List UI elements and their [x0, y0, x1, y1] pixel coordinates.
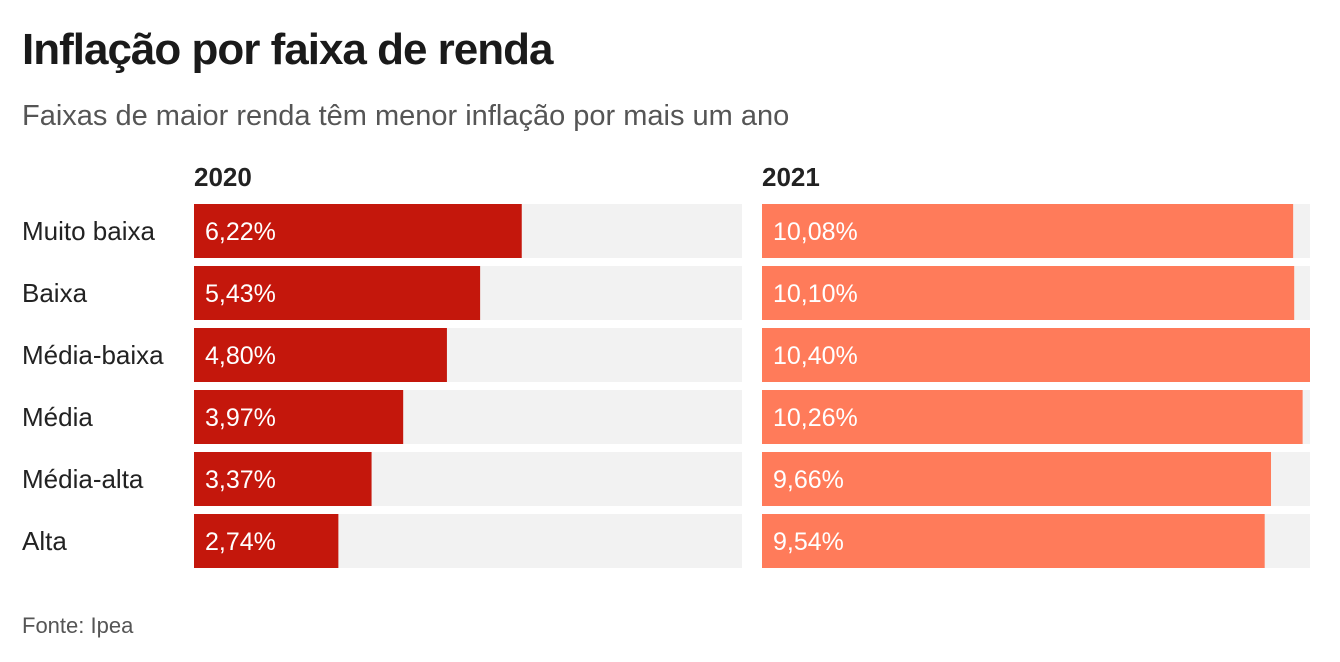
data-label: 2,74% — [205, 528, 276, 556]
data-label: 10,08% — [773, 218, 858, 246]
bar — [762, 266, 1295, 320]
bar — [762, 514, 1265, 568]
data-label: 9,66% — [773, 466, 844, 494]
data-label: 10,40% — [773, 342, 858, 370]
category-label: Média — [22, 402, 93, 432]
data-label: 3,37% — [205, 466, 276, 494]
bar — [762, 204, 1294, 258]
data-label: 6,22% — [205, 218, 276, 246]
bar — [194, 390, 404, 444]
data-label: 5,43% — [205, 280, 276, 308]
bar — [194, 328, 447, 382]
category-label: Muito baixa — [22, 216, 155, 246]
category-label: Baixa — [22, 278, 88, 308]
data-label: 10,10% — [773, 280, 858, 308]
data-label: 10,26% — [773, 404, 858, 432]
chart-subtitle: Faixas de maior renda têm menor inflação… — [22, 100, 790, 132]
category-label: Média-baixa — [22, 340, 164, 370]
panel-title-2020: 2020 — [194, 162, 252, 192]
category-label: Média-alta — [22, 464, 144, 494]
bar — [194, 452, 372, 506]
bar — [762, 390, 1303, 444]
category-label: Alta — [22, 526, 67, 556]
chart-title: Inflação por faixa de renda — [22, 25, 553, 74]
bar — [194, 204, 522, 258]
bar — [194, 266, 481, 320]
bar — [762, 328, 1310, 382]
data-label: 4,80% — [205, 342, 276, 370]
source-note: Fonte: Ipea — [22, 613, 134, 638]
bar — [762, 452, 1272, 506]
data-label: 3,97% — [205, 404, 276, 432]
panel-title-2021: 2021 — [762, 162, 820, 192]
bar — [194, 514, 339, 568]
data-label: 9,54% — [773, 528, 844, 556]
